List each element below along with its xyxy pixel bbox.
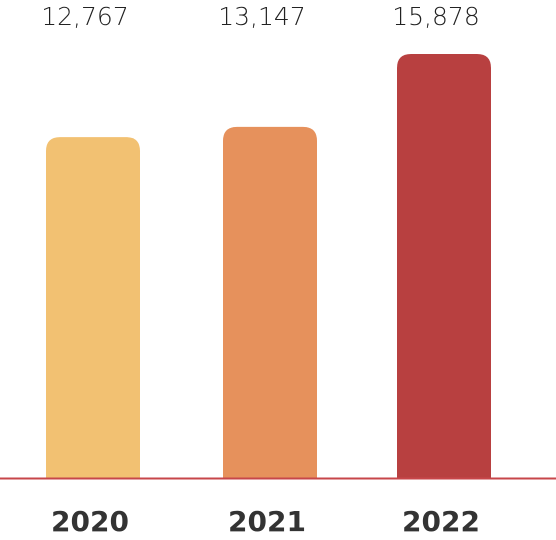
bar: [223, 126, 317, 478]
bar: [46, 137, 140, 478]
x-tick-label: 2021: [228, 505, 306, 538]
x-tick-label: 2022: [402, 505, 480, 538]
bar: [397, 54, 491, 478]
value-label: 13,147: [218, 2, 305, 31]
x-tick-label: 2020: [51, 505, 129, 538]
value-label: 12,767: [41, 2, 128, 31]
value-label: 15,878: [392, 2, 479, 31]
